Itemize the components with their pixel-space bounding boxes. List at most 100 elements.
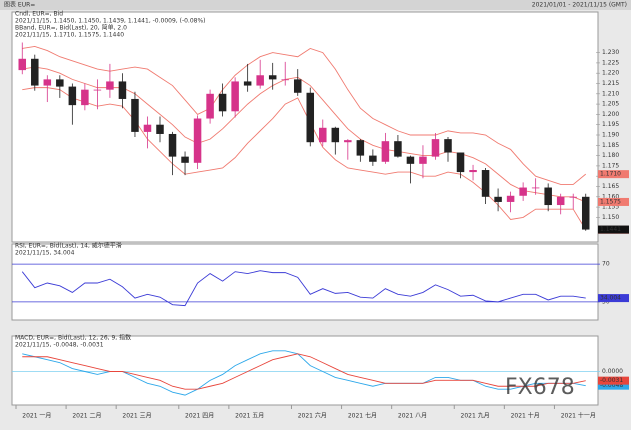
last-value-label: 1.1710 xyxy=(600,171,621,178)
candle-body xyxy=(331,127,340,143)
bollinger-band xyxy=(22,45,587,185)
x-tick-label: 2021 十月 xyxy=(511,412,540,420)
candle-body xyxy=(381,141,390,162)
candle-body xyxy=(143,124,152,132)
last-value-box xyxy=(598,225,629,234)
y-tick-label: 1.185 xyxy=(602,142,619,149)
x-tick-label: 2021 三月 xyxy=(122,413,151,420)
last-value-box xyxy=(598,294,629,303)
y-tick-label: 1.225 xyxy=(602,59,619,66)
panel-subtitle: 2021/11/15, -0.0048, -0.0031 xyxy=(15,342,104,349)
x-tick-label: 2021 二月 xyxy=(72,413,101,420)
candle-body xyxy=(193,118,202,163)
candle-body xyxy=(581,196,590,230)
macd-panel xyxy=(11,335,599,406)
header-bar xyxy=(0,0,631,10)
last-value-box xyxy=(598,381,629,390)
last-value-box xyxy=(598,170,629,179)
x-tick-label: 2021 九月 xyxy=(461,412,490,420)
y-tick-label: 1.205 xyxy=(602,101,619,108)
y-tick-label: 1.165 xyxy=(602,183,619,190)
rsi-panel xyxy=(11,243,599,321)
y-tick-label: 0.0000 xyxy=(602,368,623,375)
candle-body xyxy=(306,92,315,143)
x-tick-label: 2021 十一月 xyxy=(561,412,596,420)
overlay-subtitle: 2021/11/15, 1.1710, 1.1575, 1.1440 xyxy=(15,32,124,39)
candle-body xyxy=(181,156,189,163)
y-tick-label: 1.220 xyxy=(602,70,619,77)
header-right: 2021/01/01 - 2021/11/15 (GMT) xyxy=(532,2,627,9)
candle-body xyxy=(131,98,139,132)
last-value-label: -0.0048 xyxy=(600,382,623,389)
candle-body xyxy=(481,170,490,197)
candle-body xyxy=(81,89,89,106)
candle-body xyxy=(356,140,365,156)
y-tick-label: 1.175 xyxy=(602,162,619,169)
candle-body xyxy=(293,79,302,93)
candle-body xyxy=(168,133,177,157)
x-tick-label: 2021 六月 xyxy=(298,412,327,420)
last-value-box xyxy=(598,376,629,385)
candle-body xyxy=(206,93,214,119)
overlay-title: BBand, EUR=, Bid(Last), 20, 简单, 2.0 xyxy=(15,24,127,32)
candle-body xyxy=(106,81,114,90)
candle-body xyxy=(18,58,27,71)
candle-body xyxy=(43,79,52,86)
bollinger-band xyxy=(22,66,586,203)
y-tick-label: 1.230 xyxy=(602,49,619,56)
x-tick-label: 2021 七月 xyxy=(348,412,377,420)
candle-body xyxy=(431,139,440,157)
last-value-label: 1.1575 xyxy=(600,198,621,205)
candle-body xyxy=(394,141,402,157)
candle-body xyxy=(268,75,277,80)
panel-title: MACD, EUR=, Bid(Last), 12, 26, 9, 指数 xyxy=(15,334,131,342)
y-tick-label: 70 xyxy=(602,261,610,268)
panel-subtitle: 2021/11/15, 34.004 xyxy=(15,250,75,257)
candle-body xyxy=(469,170,477,173)
candle-body xyxy=(519,187,527,196)
indicator-line xyxy=(22,353,586,390)
candle-body xyxy=(456,152,465,173)
panel-title: RSI, EUR=, Bid(Last), 14, 威尔德平滑 xyxy=(15,242,122,250)
candle-body xyxy=(156,124,164,134)
candle-body xyxy=(231,81,239,112)
last-value-box xyxy=(598,197,629,206)
y-tick-label: 1.195 xyxy=(602,121,619,128)
x-tick-label: 2021 四月 xyxy=(185,413,214,420)
candle-body xyxy=(243,81,252,86)
candle-body xyxy=(419,156,427,164)
candle-body xyxy=(544,187,552,206)
candle-body xyxy=(506,195,515,202)
panel-subtitle: 2021/11/15, 1.1450, 1.1450, 1.1439, 1.14… xyxy=(15,18,206,25)
candle-body xyxy=(569,196,577,198)
last-value-label: -0.0031 xyxy=(600,377,623,384)
y-tick-label: 1.155 xyxy=(602,204,619,211)
y-tick-label: 1.190 xyxy=(602,132,619,139)
candle-body xyxy=(31,58,39,86)
candle-body xyxy=(56,79,64,87)
y-tick-label: 1.200 xyxy=(602,111,619,118)
x-tick-label: 2021 八月 xyxy=(398,413,427,420)
candle-body xyxy=(256,75,264,86)
y-tick-label: 1.160 xyxy=(602,193,619,200)
candle-body xyxy=(319,127,327,143)
last-value-label: 34.004 xyxy=(600,295,621,302)
panel-title: Cndl, EUR=, Bid xyxy=(15,11,63,18)
candle-body xyxy=(344,140,352,143)
price-panel xyxy=(11,11,599,243)
indicator-line xyxy=(21,270,586,307)
x-tick-label: 2021 一月 xyxy=(22,413,51,420)
last-value-label: 1.1441 xyxy=(600,226,621,233)
candle-body xyxy=(218,93,227,112)
candle-body xyxy=(369,155,377,162)
candle-body xyxy=(281,79,289,81)
candle-body xyxy=(556,196,565,206)
y-tick-label: 1.150 xyxy=(602,214,619,221)
candle-body xyxy=(494,196,502,202)
watermark: FX678 xyxy=(505,375,575,400)
y-tick-label: 1.215 xyxy=(602,80,619,87)
y-tick-label: 1.210 xyxy=(602,90,619,97)
bollinger-band xyxy=(22,87,587,230)
header-left: 图表 EUR= xyxy=(4,1,35,9)
